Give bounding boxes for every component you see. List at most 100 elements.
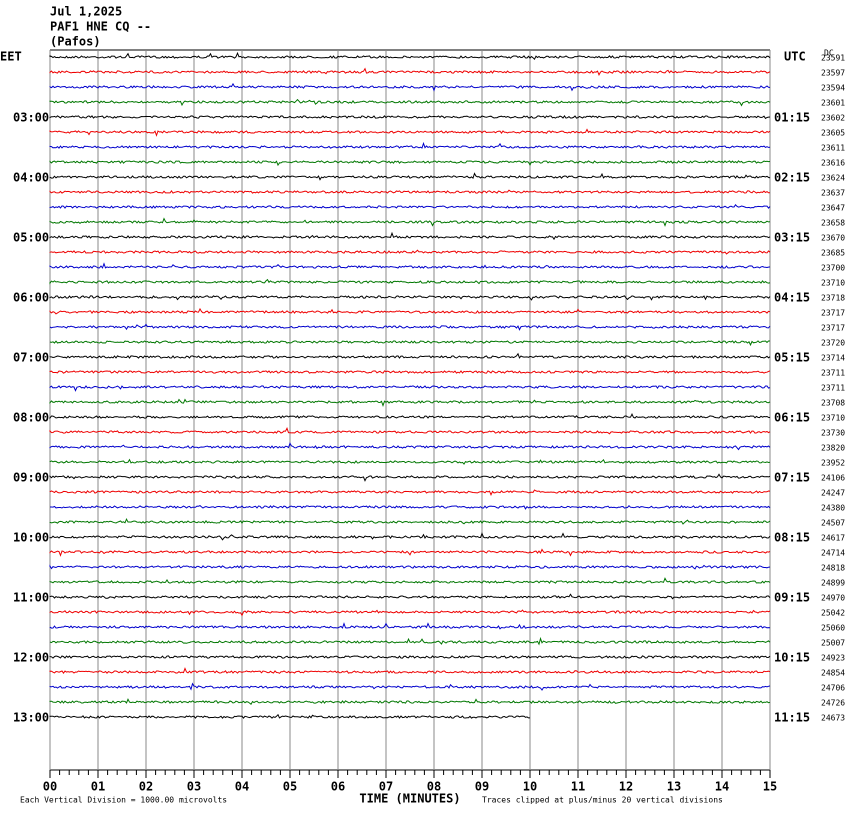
trace-dc: 24617 — [821, 534, 845, 543]
x-tick-label: 05 — [283, 780, 297, 794]
dc-label: DC — [824, 49, 834, 58]
left-hour: 13:00 — [13, 711, 49, 725]
trace-dc: 23710 — [821, 279, 845, 288]
trace — [49, 51, 771, 61]
trace-dc: 23711 — [821, 369, 845, 378]
trace-dc: 23710 — [821, 414, 845, 423]
trace — [49, 413, 771, 420]
x-tick-label: 01 — [91, 780, 105, 794]
trace — [49, 295, 771, 301]
left-hour: 12:00 — [13, 651, 49, 665]
trace — [49, 278, 771, 285]
trace-dc: 24854 — [821, 669, 845, 678]
trace-dc: 23594 — [821, 84, 845, 93]
x-tick-label: 04 — [235, 780, 249, 794]
left-hour: 10:00 — [13, 531, 49, 545]
trace-dc: 24247 — [821, 489, 845, 498]
trace — [49, 667, 771, 674]
trace-dc: 23820 — [821, 444, 845, 453]
trace — [49, 115, 771, 120]
trace — [49, 577, 771, 584]
trace-dc: 23730 — [821, 429, 845, 438]
trace — [49, 352, 771, 359]
trace-dc: 24970 — [821, 594, 845, 603]
trace-dc: 23952 — [821, 459, 845, 468]
trace-dc: 25060 — [821, 624, 845, 633]
trace — [49, 249, 771, 255]
trace — [49, 204, 771, 209]
trace — [49, 128, 771, 137]
trace — [49, 385, 771, 392]
x-tick-label: 11 — [571, 780, 585, 794]
trace — [49, 518, 771, 525]
right-hour: 02:15 — [774, 171, 810, 185]
left-hour: 09:00 — [13, 471, 49, 485]
location: (Pafos) — [50, 35, 101, 49]
trace-dc: 25042 — [821, 609, 845, 618]
trace-dc: 24818 — [821, 564, 845, 573]
trace — [49, 98, 771, 107]
right-hour: 03:15 — [774, 231, 810, 245]
scale-note: Each Vertical Division = 1000.00 microvo… — [20, 796, 227, 805]
x-tick-label: 14 — [715, 780, 729, 794]
right-hour: 05:15 — [774, 351, 810, 365]
x-tick-label: 02 — [139, 780, 153, 794]
trace — [49, 172, 771, 181]
trace — [49, 636, 771, 646]
left-hour: 03:00 — [13, 111, 49, 125]
trace — [49, 473, 771, 482]
trace-dc: 23717 — [821, 324, 845, 333]
right-hour: 07:15 — [774, 471, 810, 485]
trace-dc: 23624 — [821, 174, 845, 183]
date: Jul 1,2025 — [50, 5, 122, 19]
trace-dc: 23611 — [821, 144, 845, 153]
trace — [49, 427, 771, 435]
trace — [49, 532, 771, 541]
trace — [49, 564, 771, 570]
clip-note: Traces clipped at plus/minus 20 vertical… — [482, 796, 723, 805]
trace-dc: 24899 — [821, 579, 845, 588]
left-hour: 05:00 — [13, 231, 49, 245]
trace-dc: 23605 — [821, 129, 845, 138]
trace-dc: 23602 — [821, 114, 845, 123]
x-tick-label: 09 — [475, 780, 489, 794]
left-hour: 04:00 — [13, 171, 49, 185]
trace-dc: 23647 — [821, 204, 845, 213]
trace-dc: 23717 — [821, 309, 845, 318]
trace — [49, 82, 771, 92]
trace — [49, 593, 771, 600]
trace — [49, 442, 771, 451]
trace-dc: 24380 — [821, 504, 845, 513]
trace — [49, 307, 771, 315]
trace — [49, 370, 771, 374]
x-axis-title: TIME (MINUTES) — [359, 792, 460, 806]
trace-dc: 23700 — [821, 264, 845, 273]
trace — [49, 141, 771, 149]
x-tick-label: 08 — [427, 780, 441, 794]
trace — [49, 323, 771, 331]
trace-dc: 23601 — [821, 99, 845, 108]
trace — [49, 458, 771, 465]
trace-dc: 25007 — [821, 639, 845, 648]
trace — [49, 698, 771, 705]
left-hour: 08:00 — [13, 411, 49, 425]
x-tick-label: 06 — [331, 780, 345, 794]
trace-dc: 23718 — [821, 294, 845, 303]
trace — [49, 489, 771, 497]
trace — [49, 262, 771, 269]
trace — [49, 189, 771, 194]
trace — [49, 609, 771, 617]
trace-dc: 23591 — [821, 54, 845, 63]
trace — [49, 655, 771, 659]
trace-dc: 23658 — [821, 219, 845, 228]
trace-dc: 23708 — [821, 399, 845, 408]
trace-dc: 23711 — [821, 384, 845, 393]
right-hour: 01:15 — [774, 111, 810, 125]
trace — [49, 548, 771, 557]
trace — [49, 217, 771, 227]
trace-dc: 24714 — [821, 549, 845, 558]
trace-dc: 23616 — [821, 159, 845, 168]
station: PAF1 HNE CQ -- — [50, 20, 151, 34]
right-hour: 11:15 — [774, 711, 810, 725]
